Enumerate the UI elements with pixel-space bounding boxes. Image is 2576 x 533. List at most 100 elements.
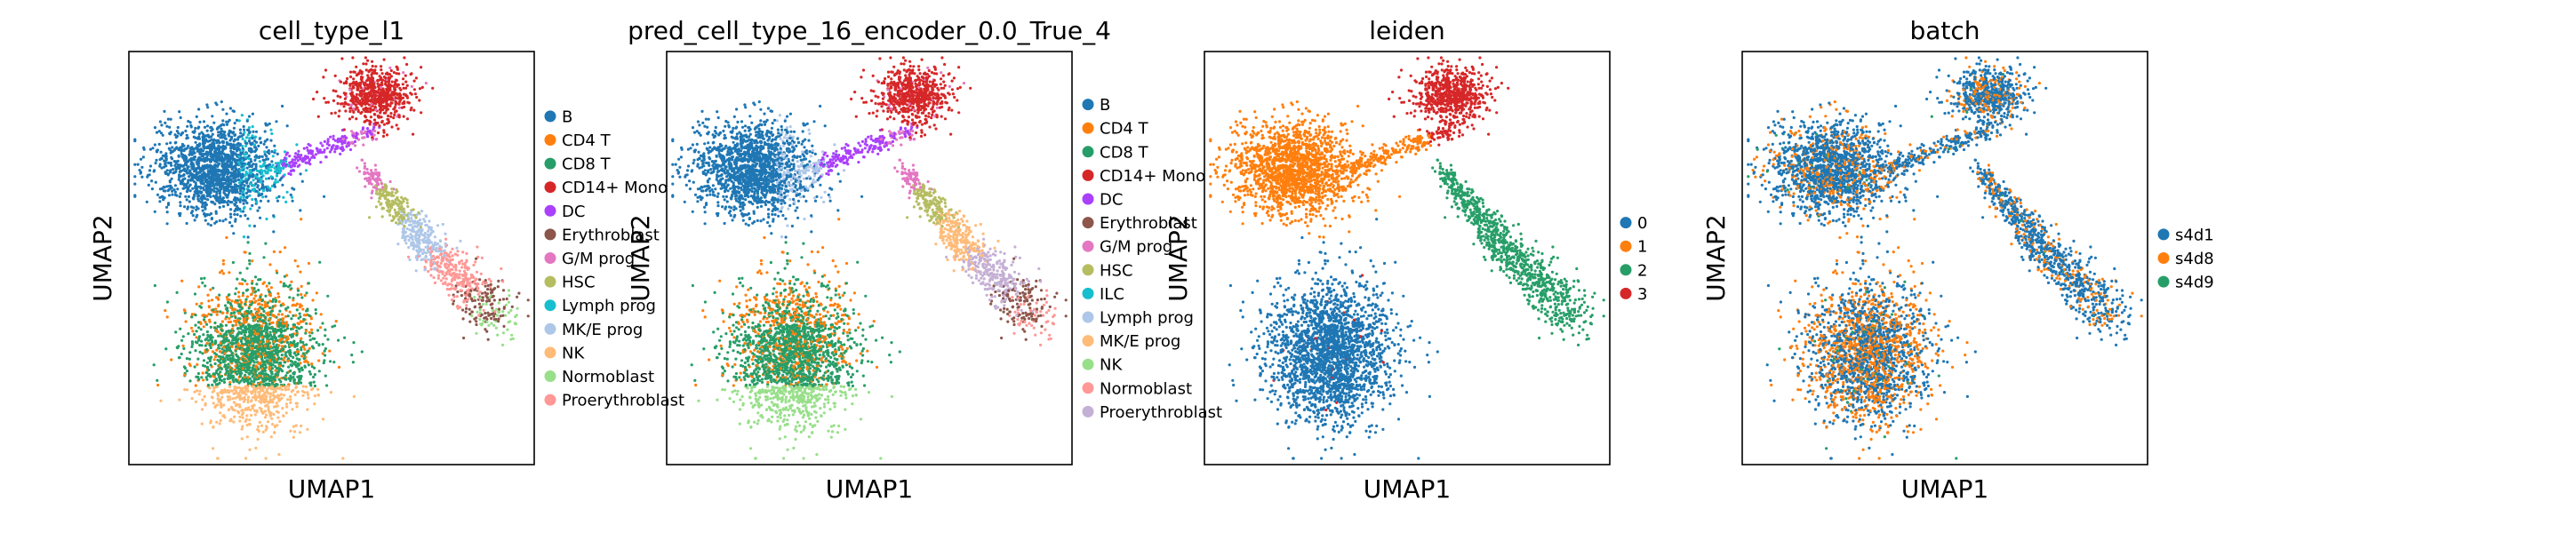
data-point [364,68,368,72]
data-point [263,161,267,164]
data-point [212,178,215,181]
data-point [376,182,380,186]
data-point [227,362,230,366]
data-point [218,381,221,385]
data-point [427,229,430,233]
data-point [239,151,243,155]
data-point [295,333,299,337]
data-point [316,329,320,332]
data-point [380,93,383,97]
data-point [414,243,418,247]
data-point [301,389,305,394]
data-point [189,205,194,209]
data-point [401,83,404,86]
data-point [284,200,288,203]
data-point [341,138,345,141]
data-point [313,373,316,377]
data-point [208,213,212,217]
data-point [480,256,484,259]
data-point [196,357,200,361]
data-point [201,398,204,402]
data-point [211,154,214,157]
data-point [457,283,461,287]
data-point [212,184,216,187]
data-point [206,154,210,157]
data-point [362,143,365,147]
data-point [421,248,426,251]
data-point [296,289,300,292]
data-point [393,208,396,211]
data-point [344,109,348,113]
data-point [286,285,291,289]
data-point [310,328,314,331]
data-point [444,262,448,266]
data-point [468,307,471,311]
data-point [402,227,405,231]
data-point [253,158,257,162]
data-point [448,255,452,259]
data-point [304,385,308,388]
data-point [292,298,295,302]
data-point [292,339,296,343]
data-point [228,134,231,138]
data-point [433,241,436,244]
data-point [187,179,190,182]
data-point [250,160,253,163]
data-point [436,256,440,259]
data-point [166,173,170,177]
data-point [228,139,232,142]
data-point [247,176,251,180]
data-point [244,136,249,139]
data-point [279,161,283,164]
data-point [268,165,272,169]
data-point [386,203,390,206]
data-point [203,156,206,160]
data-point [424,255,428,259]
data-point [234,179,237,182]
data-point [390,125,394,129]
data-point [198,389,202,393]
data-point [507,311,511,314]
data-point [202,325,205,329]
data-point [248,262,252,266]
data-point [292,355,295,359]
data-point [494,326,498,330]
data-point [475,316,478,320]
data-point [397,106,401,109]
data-point [231,323,235,327]
data-point [221,141,225,145]
data-point [290,287,293,290]
data-point [161,195,164,199]
data-point [231,158,235,162]
data-point [439,270,444,274]
data-point [264,428,268,432]
data-point [406,100,410,104]
data-point [205,371,209,375]
data-point [465,259,468,262]
data-point [390,202,394,205]
data-point [181,148,185,152]
data-point [453,252,457,256]
data-point [268,413,273,418]
data-point [266,138,269,141]
data-point [264,397,268,401]
data-point [312,97,316,101]
data-point [370,169,373,172]
data-point [336,101,340,106]
data-point [451,247,454,251]
data-point [355,65,358,68]
data-point [306,155,310,159]
data-point [487,277,491,281]
data-point [501,314,505,317]
data-point [300,292,303,297]
data-point [200,131,204,134]
data-point [268,122,271,125]
data-point [237,119,241,123]
data-point [401,96,404,99]
data-point [492,323,496,327]
data-point [338,109,341,113]
data-point [352,110,356,114]
data-point [404,236,407,240]
data-point [179,327,182,330]
data-point [279,166,283,171]
